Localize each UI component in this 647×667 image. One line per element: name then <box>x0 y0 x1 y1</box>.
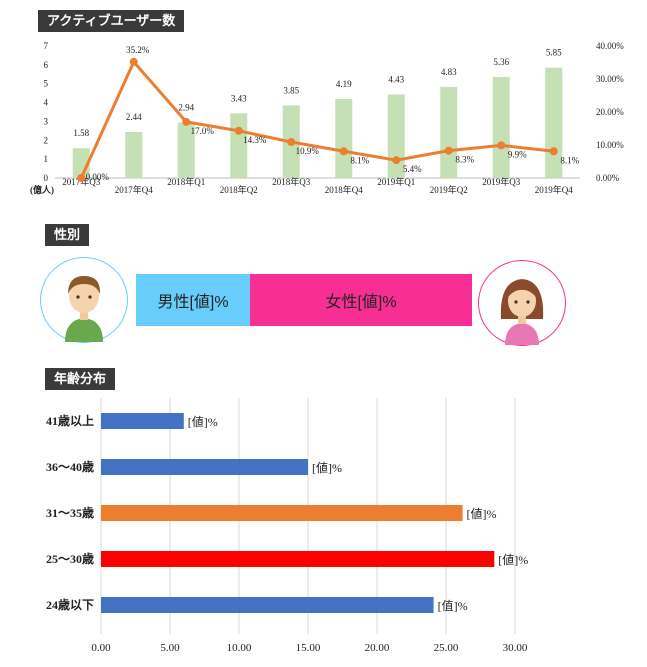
age-bar <box>101 505 463 521</box>
age-value-label: [值]% <box>438 598 468 613</box>
male-avatar <box>40 257 128 343</box>
age-value-label: [値]% <box>188 414 218 429</box>
line-value-label: 9.9% <box>508 149 527 159</box>
bar-value-label: 5.36 <box>493 57 509 67</box>
x-tick-label: 10.00 <box>227 642 252 654</box>
age-value-label: [値]% <box>467 506 497 521</box>
x-tick-label: 2019年Q3 <box>482 176 520 187</box>
x-tick-label: 2019年Q4 <box>535 184 573 195</box>
growth-rate-point <box>234 126 243 135</box>
age-bar <box>101 597 434 613</box>
female-share-bar: 女性[値]% <box>250 274 472 326</box>
bar-value-label: 2.94 <box>178 103 194 113</box>
x-tick-label: 2018年Q3 <box>272 176 310 187</box>
y-axis-unit-label: (億人) <box>30 184 54 195</box>
growth-rate-point <box>392 156 401 165</box>
x-tick-label: 15.00 <box>296 642 321 654</box>
y-right-tick-label: 0.00% <box>596 173 620 183</box>
x-tick-label: 5.00 <box>160 642 180 654</box>
age-bar <box>101 413 184 429</box>
x-tick-label: 0.00 <box>91 642 111 654</box>
x-tick-label: 2017年Q4 <box>115 184 153 195</box>
x-tick-label: 2018年Q4 <box>325 184 363 195</box>
y-right-tick-label: 40.00% <box>596 41 624 51</box>
y-left-tick-label: 6 <box>44 60 49 70</box>
x-tick-label: 2019年Q2 <box>430 184 468 195</box>
age-category-label: 41歳以上 <box>46 413 94 428</box>
x-tick-label: 2019年Q1 <box>377 176 415 187</box>
age-category-label: 24歳以下 <box>46 597 94 612</box>
x-tick-label: 30.00 <box>503 642 528 654</box>
x-tick-label: 2018年Q2 <box>220 184 258 195</box>
male-share-bar: 男性[値]% <box>136 274 250 326</box>
x-tick-label: 25.00 <box>434 642 459 654</box>
line-value-label: 8.3% <box>455 155 474 165</box>
user-count-bar <box>440 86 458 178</box>
age-value-label: [値]% <box>498 552 528 567</box>
y-left-tick-label: 1 <box>44 154 49 164</box>
age-category-label: 36～40歳 <box>46 459 94 474</box>
y-left-tick-label: 4 <box>44 98 49 108</box>
y-left-tick-label: 7 <box>44 41 49 51</box>
section-title-gender: 性別 <box>45 224 90 246</box>
user-count-bar <box>177 122 195 178</box>
y-left-tick-label: 5 <box>44 79 49 89</box>
bar-value-label: 5.85 <box>546 48 562 58</box>
bar-value-label: 4.43 <box>388 74 404 84</box>
user-count-bar <box>335 98 353 178</box>
line-value-label: 0.00% <box>86 172 110 182</box>
age-category-label: 25～30歳 <box>46 551 94 566</box>
y-left-tick-label: 3 <box>44 116 49 126</box>
user-count-bar <box>387 94 405 178</box>
y-right-tick-label: 30.00% <box>596 74 624 84</box>
line-value-label: 35.2% <box>126 45 150 55</box>
bar-value-label: 2.44 <box>126 112 142 122</box>
line-value-label: 8.1% <box>350 155 369 165</box>
line-value-label: 17.0% <box>191 126 215 136</box>
y-right-tick-label: 20.00% <box>596 107 624 117</box>
female-person-icon <box>500 279 544 345</box>
bar-value-label: 4.83 <box>441 67 457 77</box>
growth-rate-point <box>497 141 506 150</box>
y-left-tick-label: 2 <box>44 135 49 145</box>
y-right-tick-label: 10.00% <box>596 140 624 150</box>
growth-rate-line <box>79 60 554 179</box>
growth-rate-point <box>287 138 296 147</box>
growth-rate-point <box>549 147 558 156</box>
growth-rate-point <box>77 174 86 182</box>
growth-rate-point <box>129 57 138 66</box>
growth-rate-point <box>339 147 348 156</box>
growth-rate-point <box>444 146 453 155</box>
active-users-chart: 0 1 2 3 4 5 6 7 0.00% 10.00% 20.00% 30.00% 40.00% (億人… <box>30 41 624 195</box>
user-count-bar <box>492 76 510 178</box>
user-count-bar <box>125 131 143 178</box>
y-left-tick-label: 0 <box>44 173 49 183</box>
section-title-age: 年齢分布 <box>45 368 116 390</box>
age-bar <box>101 551 495 567</box>
bar-value-label: 4.19 <box>336 79 352 89</box>
x-tick-label: 2018年Q1 <box>167 176 205 187</box>
line-value-label: 14.3% <box>243 135 267 145</box>
female-avatar <box>478 260 566 346</box>
section-title-active-users: アクティブユーザー数 <box>38 10 185 32</box>
line-value-label: 5.4% <box>403 164 422 174</box>
bar-value-label: 3.85 <box>283 85 299 95</box>
x-tick-label: 20.00 <box>365 642 390 654</box>
age-category-label: 31～35歳 <box>46 505 94 520</box>
growth-rate-point <box>182 117 191 126</box>
bar-value-label: 1.58 <box>73 128 89 138</box>
line-value-label: 8.1% <box>560 155 579 165</box>
age-value-label: [値]% <box>312 460 342 475</box>
bar-value-label: 3.43 <box>231 93 247 103</box>
line-value-label: 10.9% <box>296 146 320 156</box>
age-bar <box>101 459 308 475</box>
male-person-icon <box>65 276 103 342</box>
